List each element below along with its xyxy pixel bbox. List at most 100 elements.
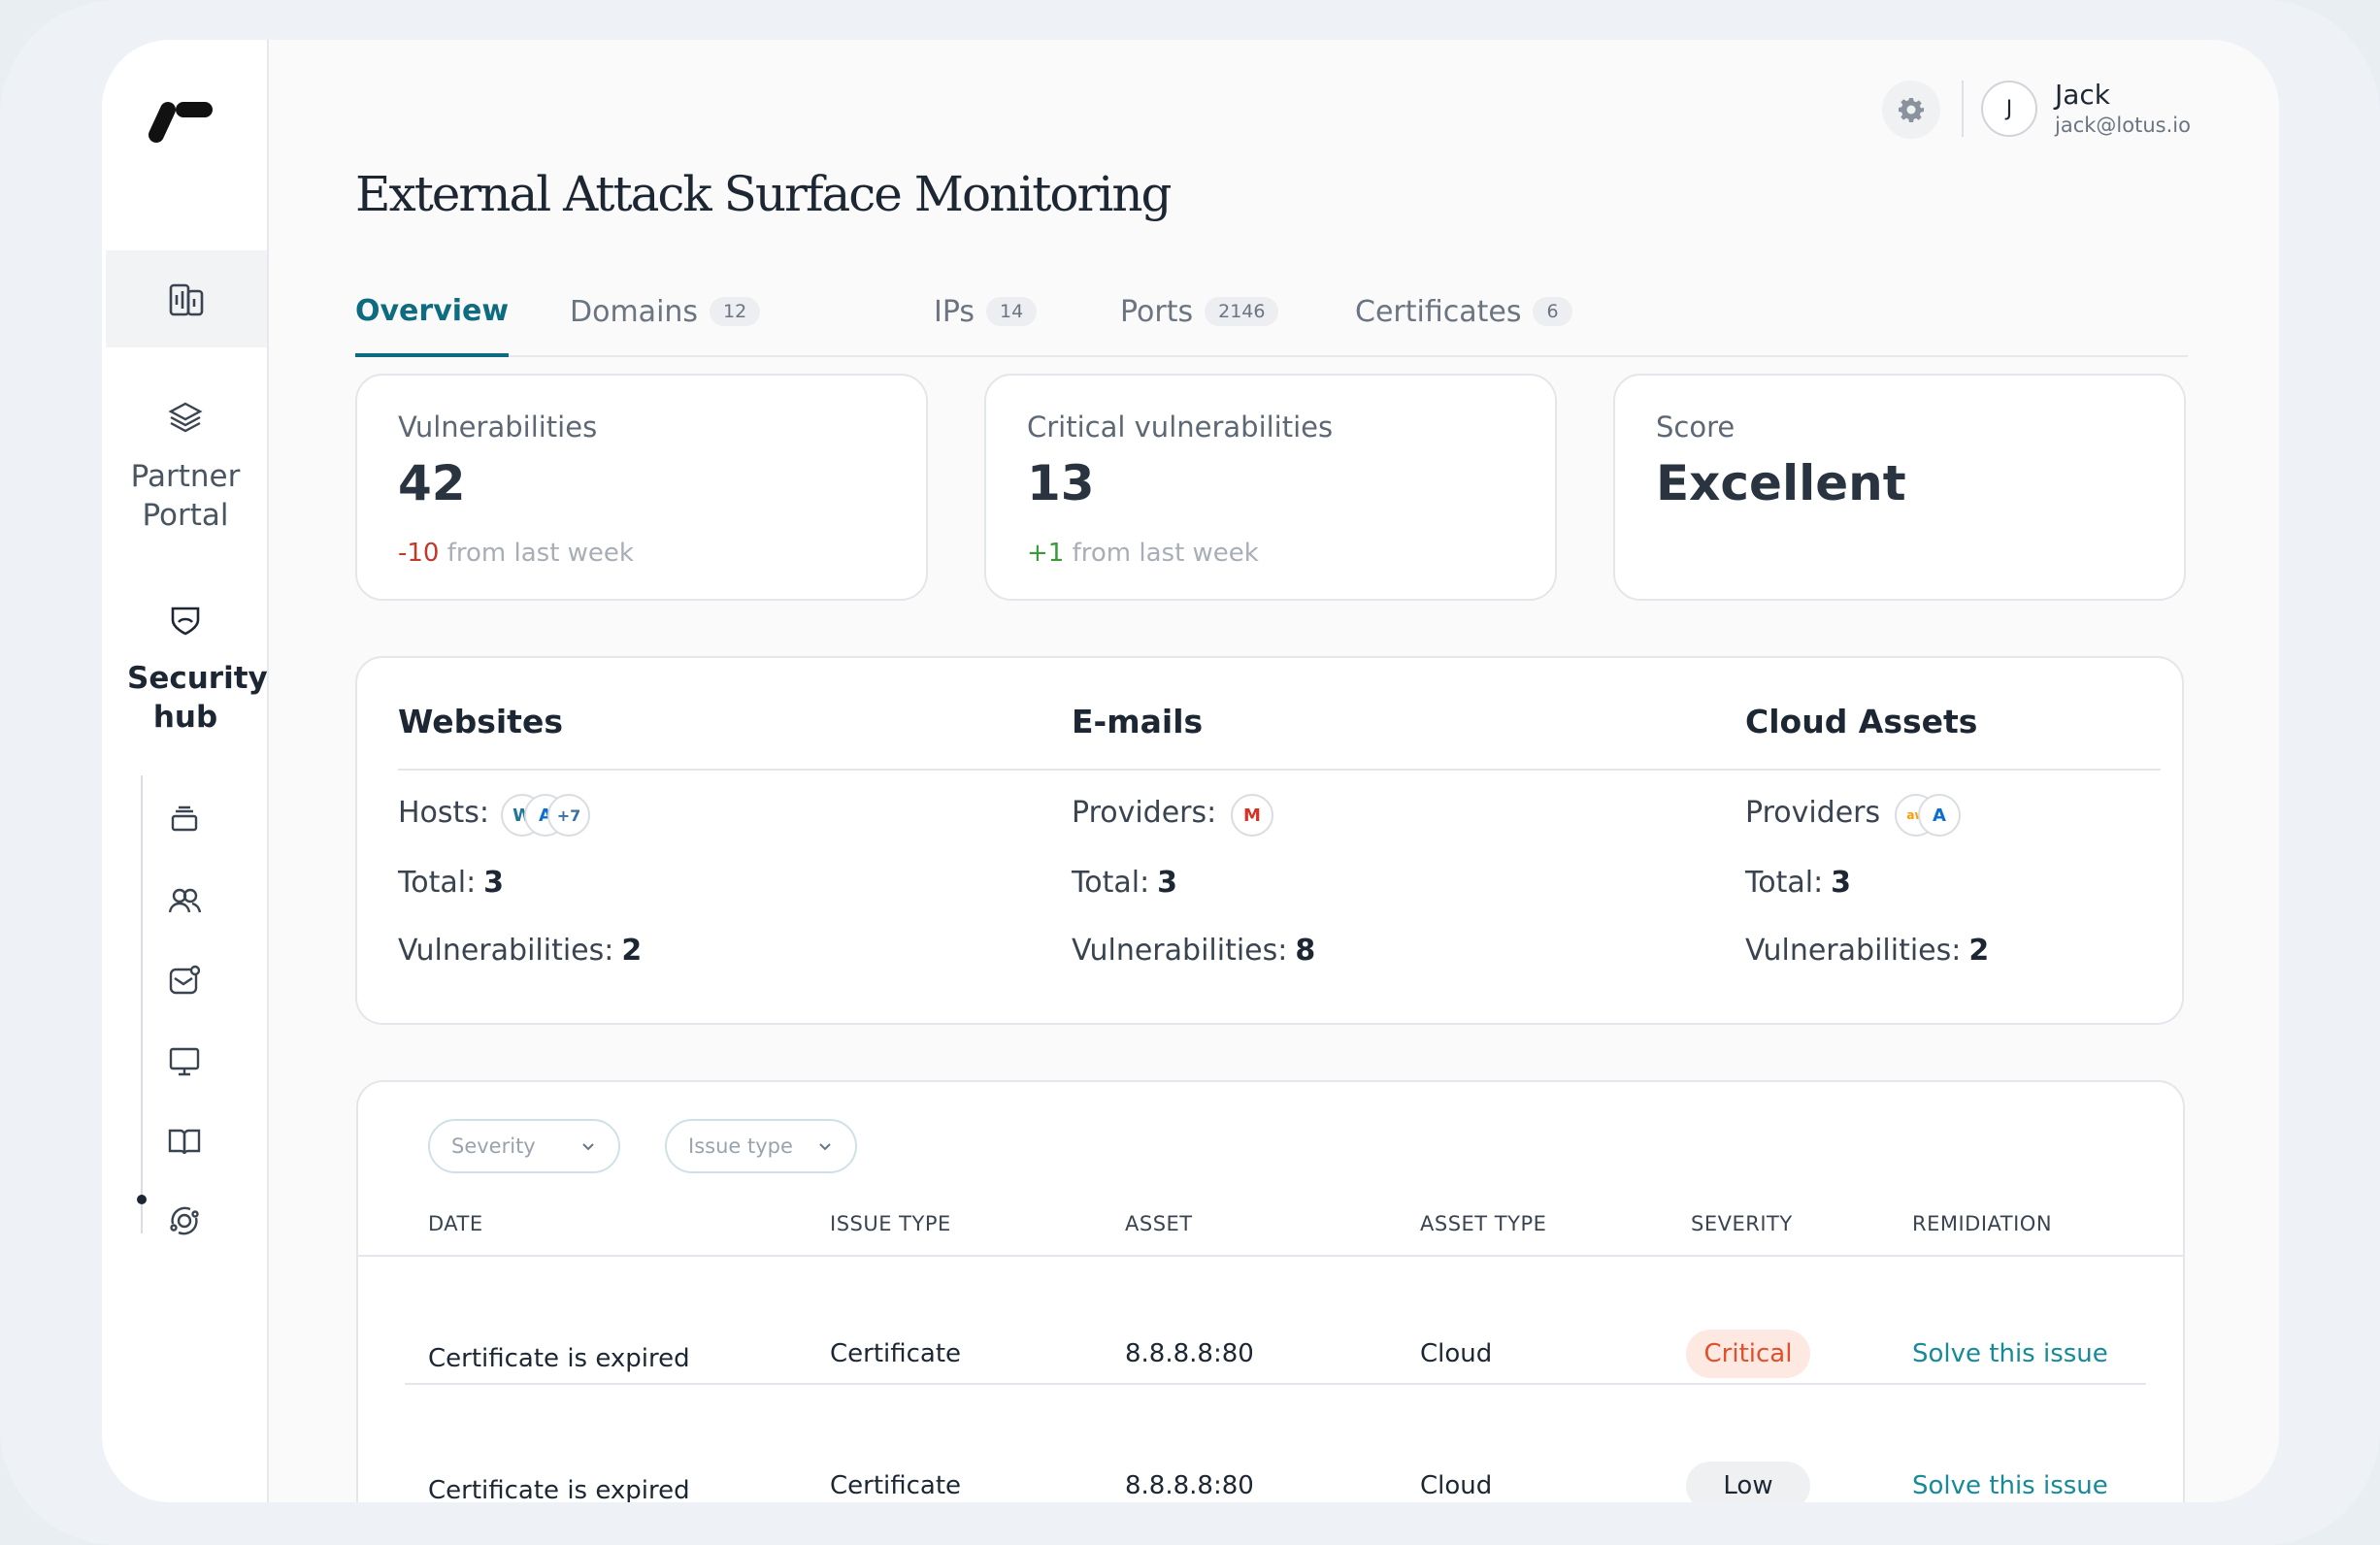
summary-card: Websites E-mails Cloud Assets Hosts: W A… xyxy=(355,656,2184,1025)
sidebar-label-partner-portal: Partner Portal xyxy=(130,459,241,533)
stack-icon xyxy=(171,805,198,832)
vuln-value: 2 xyxy=(1968,934,1990,968)
buildings-icon xyxy=(169,283,204,316)
total-label: Total: xyxy=(398,866,477,900)
column-header-date[interactable]: DATE xyxy=(428,1212,483,1235)
tab-label: IPs xyxy=(934,294,975,329)
chevron-down-icon xyxy=(819,1143,831,1151)
gmail-icon: M xyxy=(1231,794,1273,837)
websites-total: Total: 3 xyxy=(398,866,504,900)
sidebar-item-dashboard[interactable] xyxy=(106,250,267,347)
tab-certificates[interactable]: Certificates 6 xyxy=(1355,268,1572,355)
severity-badge-critical: Critical xyxy=(1686,1330,1810,1378)
app-window: Partner Portal Security hub xyxy=(102,40,2279,1502)
table-header-divider xyxy=(358,1255,2183,1257)
severity-filter[interactable]: Severity xyxy=(428,1119,620,1173)
column-header-remediation[interactable]: REMIDIATION xyxy=(1912,1212,2053,1235)
tab-ips[interactable]: IPs 14 xyxy=(934,268,1038,355)
delta-text: from last week xyxy=(1072,539,1259,568)
emails-total: Total: 3 xyxy=(1072,866,1177,900)
cell-issue-type: Certificate xyxy=(830,1471,962,1500)
row-divider xyxy=(405,1383,2146,1385)
header-divider xyxy=(1962,81,1964,137)
tab-ports[interactable]: Ports 2146 xyxy=(1120,268,1279,355)
tab-label: Certificates xyxy=(1355,294,1522,329)
stat-value: 13 xyxy=(1027,455,1095,511)
column-header-issue-type[interactable]: ISSUE TYPE xyxy=(830,1212,951,1235)
stat-value: 42 xyxy=(398,455,466,511)
sidebar-sub-monitoring[interactable] xyxy=(164,1200,205,1241)
cell-date: Certificate is expired xyxy=(428,1344,690,1373)
tab-count-badge: 14 xyxy=(986,297,1038,326)
vuln-label: Vulnerabilities: xyxy=(398,934,614,968)
total-label: Total: xyxy=(1072,866,1150,900)
issues-table-card: Severity Issue type DATE ISSUE TYPE ASSE… xyxy=(356,1080,2185,1502)
book-icon xyxy=(168,1129,201,1155)
cell-asset: 8.8.8.8:80 xyxy=(1125,1339,1254,1368)
websites-title: Websites xyxy=(398,703,563,740)
solve-issue-link[interactable]: Solve this issue xyxy=(1912,1471,2108,1500)
stat-value: Excellent xyxy=(1656,455,1906,511)
severity-badge-low: Low xyxy=(1686,1462,1810,1502)
sidebar-sub-mail[interactable] xyxy=(164,960,205,1001)
sidebar-item-partner-portal[interactable]: Partner Portal xyxy=(102,399,269,535)
sidebar-sub-assets[interactable] xyxy=(164,799,205,839)
sidebar: Partner Portal Security hub xyxy=(102,40,269,1502)
total-value: 3 xyxy=(483,866,505,900)
solve-issue-link[interactable]: Solve this issue xyxy=(1912,1339,2108,1368)
tab-count-badge: 6 xyxy=(1533,297,1572,326)
user-email: jack@lotus.io xyxy=(2055,114,2191,137)
tab-overview[interactable]: Overview xyxy=(355,268,510,357)
email-providers-label: Providers: xyxy=(1072,796,1217,830)
tab-label: Domains xyxy=(570,294,699,329)
azure-icon: A xyxy=(1918,794,1961,837)
sidebar-sub-docs[interactable] xyxy=(164,1121,205,1162)
vuln-value: 2 xyxy=(621,934,643,968)
lotus-logo xyxy=(149,102,213,143)
chevron-down-icon xyxy=(582,1143,594,1151)
tab-count-badge: 12 xyxy=(710,297,761,326)
cloud-vulns: Vulnerabilities: 2 xyxy=(1745,934,1989,968)
users-icon xyxy=(168,888,202,913)
cell-asset: 8.8.8.8:80 xyxy=(1125,1471,1254,1500)
delta-value: -10 xyxy=(398,539,440,568)
avatar[interactable]: J xyxy=(1981,81,2037,137)
stat-card-score: Score Excellent xyxy=(1613,374,2186,601)
total-label: Total: xyxy=(1745,866,1824,900)
more-hosts-badge[interactable]: +7 xyxy=(547,794,590,837)
page-title: External Attack Surface Monitoring xyxy=(355,166,1173,222)
stat-card-vulnerabilities: Vulnerabilities 42 -10 from last week xyxy=(355,374,928,601)
vuln-value: 8 xyxy=(1295,934,1316,968)
filter-label: Severity xyxy=(451,1134,536,1158)
shield-icon xyxy=(171,607,200,636)
cell-asset-type: Cloud xyxy=(1420,1339,1493,1368)
filter-label: Issue type xyxy=(688,1134,793,1158)
tab-domains[interactable]: Domains 12 xyxy=(570,268,761,355)
cloud-title: Cloud Assets xyxy=(1745,703,1978,740)
tab-count-badge: 2146 xyxy=(1205,297,1279,326)
stat-delta: -10 from last week xyxy=(398,539,634,568)
column-header-severity[interactable]: SEVERITY xyxy=(1691,1212,1793,1235)
sidebar-item-security-hub[interactable]: Security hub xyxy=(102,601,269,737)
user-name: Jack xyxy=(2055,79,2111,111)
sidebar-sub-devices[interactable] xyxy=(164,1041,205,1082)
layers-icon xyxy=(168,402,203,433)
settings-button[interactable] xyxy=(1882,81,1940,139)
submenu-line xyxy=(141,775,143,1233)
websites-vulns: Vulnerabilities: 2 xyxy=(398,934,642,968)
total-value: 3 xyxy=(1831,866,1852,900)
delta-text: from last week xyxy=(446,539,634,568)
sidebar-sub-users[interactable] xyxy=(164,880,205,921)
issue-type-filter[interactable]: Issue type xyxy=(665,1119,857,1173)
total-value: 3 xyxy=(1157,866,1178,900)
mail-badge-icon xyxy=(169,965,201,995)
stat-label: Critical vulnerabilities xyxy=(1027,411,1334,444)
emails-title: E-mails xyxy=(1072,703,1204,740)
column-header-asset[interactable]: ASSET xyxy=(1125,1212,1193,1235)
tab-bar: Overview Domains 12 IPs 14 Ports 2146 Ce… xyxy=(355,268,2188,357)
emails-vulns: Vulnerabilities: 8 xyxy=(1072,934,1315,968)
stat-delta: +1 from last week xyxy=(1027,539,1259,568)
sidebar-label-security-hub: Security hub xyxy=(127,661,268,735)
cell-date: Certificate is expired xyxy=(428,1476,690,1502)
column-header-asset-type[interactable]: ASSET TYPE xyxy=(1420,1212,1547,1235)
